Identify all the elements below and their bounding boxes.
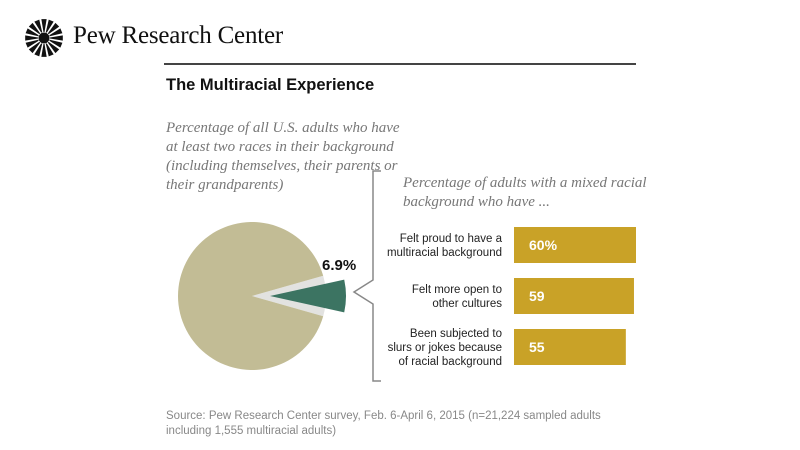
logo-ray: [49, 35, 63, 41]
logo-ray: [47, 22, 60, 35]
logo-ray: [25, 35, 39, 41]
logo-ray: [45, 19, 54, 33]
bar-category-label: slurs or jokes because: [388, 342, 502, 354]
logo-ray: [34, 43, 43, 57]
logo-ray: [41, 19, 47, 33]
logo-center: [38, 32, 50, 44]
pie-slice-multiracial: [270, 279, 346, 313]
bar-category-label: multiracial background: [387, 247, 502, 259]
logo-ray: [28, 41, 41, 54]
logo-ray: [41, 43, 47, 57]
bracket: [352, 170, 381, 382]
bar: [514, 329, 626, 365]
bar-category-label: Been subjected to: [410, 328, 502, 340]
brand-name: Pew Research Center: [73, 22, 284, 49]
pie-slice-other: [178, 222, 324, 370]
bar: [514, 278, 634, 314]
bar-category-label: other cultures: [432, 298, 502, 310]
logo-ray: [49, 28, 63, 37]
title-rule: [164, 63, 636, 65]
bar-value-label: 60%: [529, 237, 558, 253]
bar-category-label: of racial background: [398, 356, 502, 368]
logo-ray: [34, 19, 43, 33]
pie-caption: Percentage of all U.S. adults who have a…: [166, 120, 400, 193]
logo-ray: [25, 39, 39, 48]
bar-value-label: 55: [529, 339, 545, 355]
pew-sunburst-icon: [25, 19, 63, 57]
chart-title: The Multiracial Experience: [166, 76, 375, 94]
bars-caption: Percentage of adults with a mixed racial…: [403, 175, 647, 210]
bar-category-label: Felt more open to: [412, 284, 502, 296]
logo-ray: [25, 28, 39, 37]
bar: [514, 227, 636, 263]
pie-slice-label: 6.9%: [322, 257, 356, 274]
source-note: Source: Pew Research Center survey, Feb.…: [166, 410, 601, 437]
logo-ray: [49, 39, 63, 48]
logo-ray: [28, 22, 41, 35]
logo-ray: [47, 41, 60, 54]
bar-value-label: 59: [529, 288, 545, 304]
logo-ray: [45, 43, 54, 57]
bar-category-label: Felt proud to have a: [400, 233, 503, 245]
